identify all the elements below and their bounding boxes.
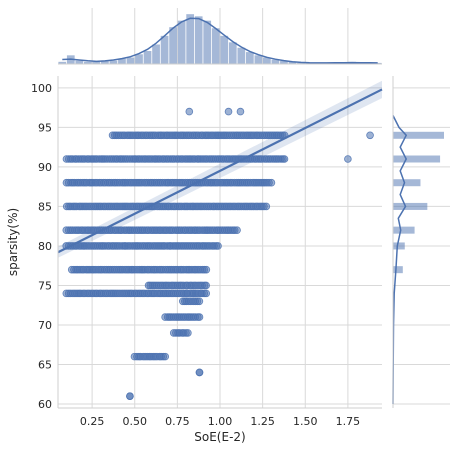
x-tick-label: 0.25 — [80, 415, 105, 428]
top-hist-bar — [83, 61, 92, 64]
y-tick-label: 90 — [38, 161, 52, 174]
regression-line-layer — [57, 88, 383, 254]
scatter-point — [366, 131, 374, 140]
scatter-point — [195, 297, 204, 306]
top-hist-bar — [143, 51, 152, 64]
top-hist-bar — [339, 62, 348, 64]
main-grid — [58, 76, 382, 408]
top-hist-bar — [237, 47, 246, 64]
scatter-point — [233, 226, 241, 234]
top-hist-bar — [135, 54, 143, 64]
y-tick-label: 65 — [38, 359, 52, 372]
top-hist-bar — [271, 59, 280, 64]
scatter-points — [62, 107, 374, 400]
top-hist-bar — [92, 61, 101, 64]
right-marginal-kde-curve — [392, 115, 408, 405]
y-tick-label: 100 — [31, 82, 52, 95]
top-marginal-plot — [58, 8, 382, 65]
top-hist-bar — [228, 42, 237, 64]
scatter-point — [267, 178, 276, 187]
right-hist-bar — [393, 202, 428, 210]
top-hist-bar — [75, 60, 84, 64]
top-hist-bar — [254, 55, 263, 64]
y-tick-label: 80 — [38, 240, 52, 253]
y-axis-title: sparsity(%) — [6, 208, 20, 276]
main-plot: 0.25 0.50 0.75 1.00 1.25 1.50 1.75 60 65 70 75 80 8… — [31, 76, 383, 428]
top-hist-bar — [101, 60, 109, 64]
right-hist-bar — [393, 242, 405, 250]
top-marginal-kde-curve — [62, 17, 378, 64]
top-hist-bar — [109, 60, 118, 64]
scatter-point — [202, 289, 211, 298]
x-tick-label: 0.50 — [122, 415, 147, 428]
scatter-point — [202, 281, 210, 290]
scatter-point — [184, 329, 192, 337]
y-tick-label: 85 — [38, 200, 52, 213]
top-hist-bar — [288, 61, 297, 64]
y-tick-label: 75 — [38, 279, 52, 292]
top-hist-bar — [373, 62, 382, 64]
right-hist-bar — [393, 266, 403, 274]
scatter-point — [185, 107, 194, 116]
y-tick-label: 60 — [38, 398, 52, 411]
regression-ci-band — [58, 80, 382, 258]
x-tick-label: 0.75 — [165, 415, 190, 428]
y-tick-label: 95 — [38, 121, 52, 134]
scatter-point — [262, 202, 271, 211]
top-hist-bar — [186, 14, 195, 64]
scatter-point — [214, 242, 222, 250]
regression-confidence-band — [58, 80, 382, 258]
top-hist-bar — [263, 57, 271, 64]
top-hist-bar — [177, 20, 186, 65]
x-axis-ticks: 0.25 0.50 0.75 1.00 1.25 1.50 1.75 — [80, 415, 360, 428]
top-hist-bar — [356, 62, 365, 64]
x-axis-title: SoE(E-2) — [194, 430, 245, 444]
scatter-point — [344, 155, 352, 163]
y-axis-ticks: 60 65 70 75 80 85 90 95 100 — [31, 82, 52, 411]
right-hist-bar — [393, 155, 441, 163]
top-hist-bar — [58, 61, 67, 64]
regression-line — [57, 88, 383, 254]
right-marginal-plot — [392, 76, 450, 408]
top-marginal-histogram — [58, 14, 382, 65]
scatter-point — [195, 313, 204, 321]
scatter-point — [202, 265, 211, 274]
y-tick-label: 70 — [38, 319, 52, 332]
x-tick-label: 1.25 — [250, 415, 275, 428]
right-marginal-histogram — [393, 131, 444, 274]
right-hist-bar — [393, 131, 444, 139]
top-hist-bar — [297, 62, 305, 64]
x-tick-label: 1.00 — [208, 415, 233, 428]
top-hist-bar — [194, 16, 203, 64]
top-hist-bar — [280, 60, 288, 64]
top-hist-bar — [211, 28, 220, 64]
scatter-point — [195, 368, 204, 377]
top-hist-bar — [126, 57, 135, 64]
scatter-point — [224, 107, 233, 116]
top-hist-bar — [203, 20, 212, 65]
top-hist-bar — [169, 27, 177, 65]
top-hist-bar — [152, 44, 160, 64]
scatter-point — [280, 155, 289, 163]
right-hist-bar — [393, 226, 415, 234]
x-tick-label: 1.50 — [293, 415, 318, 428]
top-hist-bar — [160, 35, 169, 64]
top-hist-bar — [118, 58, 126, 64]
right-hist-bar — [393, 179, 421, 187]
scatter-point — [161, 352, 170, 361]
top-marginal-grid — [91, 8, 349, 64]
top-hist-bar — [245, 52, 254, 64]
x-tick-label: 1.75 — [336, 415, 361, 428]
scatter-point — [126, 392, 134, 400]
scatter-point — [236, 107, 245, 116]
top-hist-bar — [220, 35, 229, 64]
